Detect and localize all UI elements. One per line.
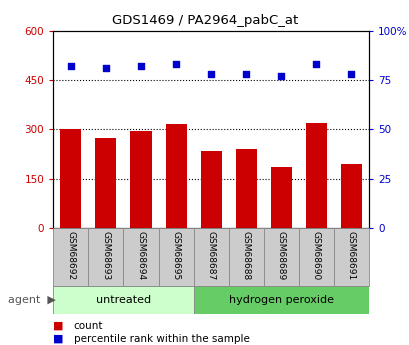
Bar xyxy=(60,129,81,228)
Point xyxy=(347,71,354,77)
Text: GSM68691: GSM68691 xyxy=(346,230,355,280)
Bar xyxy=(333,228,368,286)
Bar xyxy=(270,167,291,228)
Bar xyxy=(200,151,221,228)
Text: GSM68688: GSM68688 xyxy=(241,230,250,280)
Point xyxy=(277,73,284,79)
Point xyxy=(102,66,109,71)
Text: agent  ▶: agent ▶ xyxy=(8,295,56,305)
Point xyxy=(67,64,74,69)
Bar xyxy=(193,286,368,314)
Bar xyxy=(263,228,298,286)
Point xyxy=(243,71,249,77)
Point xyxy=(312,62,319,67)
Text: GSM68690: GSM68690 xyxy=(311,230,320,280)
Text: GSM68693: GSM68693 xyxy=(101,230,110,280)
Bar xyxy=(53,228,88,286)
Text: GSM68695: GSM68695 xyxy=(171,230,180,280)
Text: percentile rank within the sample: percentile rank within the sample xyxy=(74,334,249,344)
Text: hydrogen peroxide: hydrogen peroxide xyxy=(228,295,333,305)
Bar xyxy=(53,286,193,314)
Bar xyxy=(228,228,263,286)
Bar xyxy=(165,125,186,228)
Bar xyxy=(88,228,123,286)
Bar xyxy=(193,228,228,286)
Bar xyxy=(235,149,256,228)
Text: GDS1469 / PA2964_pabC_at: GDS1469 / PA2964_pabC_at xyxy=(112,14,297,27)
Point xyxy=(137,64,144,69)
Point xyxy=(172,62,179,67)
Text: ■: ■ xyxy=(53,321,64,331)
Point xyxy=(207,71,214,77)
Text: count: count xyxy=(74,321,103,331)
Bar xyxy=(130,131,151,228)
Text: untreated: untreated xyxy=(96,295,151,305)
Bar xyxy=(305,123,326,228)
Bar xyxy=(123,228,158,286)
Text: GSM68694: GSM68694 xyxy=(136,230,145,280)
Bar xyxy=(340,164,361,228)
Bar xyxy=(158,228,193,286)
Text: GSM68687: GSM68687 xyxy=(206,230,215,280)
Bar xyxy=(298,228,333,286)
Bar xyxy=(95,138,116,228)
Text: ■: ■ xyxy=(53,334,64,344)
Text: GSM68692: GSM68692 xyxy=(66,230,75,280)
Text: GSM68689: GSM68689 xyxy=(276,230,285,280)
